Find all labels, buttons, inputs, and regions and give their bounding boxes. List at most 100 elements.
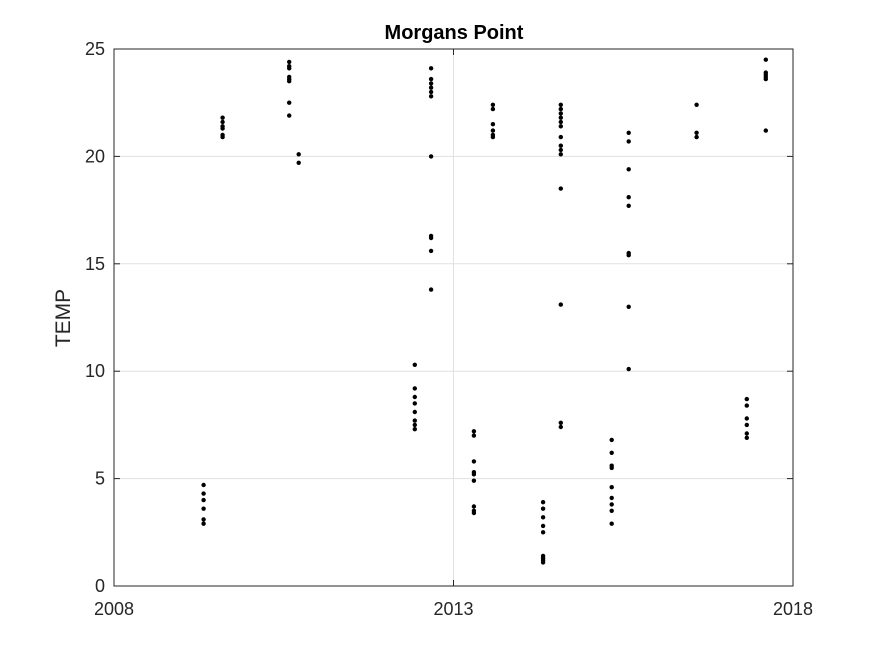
data-point	[412, 401, 417, 406]
data-point	[744, 435, 749, 440]
data-point	[287, 113, 292, 118]
data-point	[558, 124, 563, 129]
data-point	[428, 85, 434, 90]
data-point	[558, 147, 563, 153]
data-point	[220, 134, 225, 140]
data-point	[763, 128, 768, 133]
data-point	[412, 427, 417, 432]
data-point	[626, 253, 631, 258]
data-point	[763, 76, 768, 82]
x-tick-label: 2018	[773, 599, 813, 619]
data-point	[626, 304, 631, 309]
data-point	[490, 106, 496, 112]
data-point	[744, 416, 749, 421]
data-point	[626, 130, 631, 135]
data-point	[744, 396, 749, 402]
data-point	[471, 472, 477, 477]
data-point	[558, 420, 563, 425]
data-point	[287, 79, 292, 84]
grid-lines	[114, 49, 793, 586]
data-point	[763, 57, 768, 62]
data-point	[609, 495, 614, 501]
data-point	[287, 100, 292, 105]
data-point	[428, 235, 434, 241]
data-point	[412, 386, 417, 391]
y-tick-label: 25	[85, 39, 105, 59]
data-point	[558, 143, 563, 148]
data-point	[471, 459, 477, 464]
data-point	[558, 186, 563, 191]
data-point	[490, 134, 496, 140]
data-point	[220, 115, 225, 120]
y-tick-label: 0	[95, 576, 105, 596]
data-point	[609, 450, 614, 455]
data-point	[626, 366, 631, 372]
data-point	[609, 521, 614, 526]
data-point	[220, 119, 225, 125]
axes	[113, 48, 794, 587]
data-point	[558, 102, 563, 108]
data-point	[296, 160, 301, 165]
data-point	[744, 431, 749, 436]
data-point	[471, 478, 477, 483]
data-point	[428, 81, 434, 86]
data-point	[471, 433, 477, 438]
data-point	[490, 128, 496, 133]
data-point	[558, 302, 563, 307]
data-point	[428, 89, 434, 95]
data-point	[558, 424, 563, 430]
data-point	[609, 485, 614, 490]
data-point	[412, 362, 417, 367]
data-point	[540, 530, 546, 535]
y-tick-label: 15	[85, 254, 105, 274]
data-point	[540, 506, 546, 511]
data-point	[428, 248, 434, 254]
data-point	[626, 167, 631, 172]
data-point	[744, 422, 749, 428]
data-point	[412, 422, 417, 428]
data-point	[558, 106, 563, 112]
data-point	[287, 66, 292, 71]
chart-title: Morgans Point	[385, 22, 524, 44]
data-point	[412, 409, 417, 415]
data-point	[744, 403, 749, 408]
data-point	[626, 139, 631, 144]
data-point	[220, 126, 225, 131]
data-points	[201, 57, 768, 565]
data-point	[694, 130, 699, 135]
data-point	[694, 102, 699, 108]
data-point	[609, 437, 614, 443]
data-point	[558, 111, 563, 116]
data-point	[201, 482, 206, 488]
data-point	[694, 134, 699, 140]
data-point	[609, 508, 614, 513]
data-point	[428, 94, 434, 99]
data-point	[609, 502, 614, 507]
data-point	[558, 119, 563, 125]
data-point	[558, 152, 563, 157]
data-point	[540, 500, 546, 505]
data-point	[471, 504, 477, 509]
data-point	[471, 429, 477, 434]
data-point	[626, 203, 631, 208]
x-tick-label: 2008	[94, 599, 134, 619]
tick-labels: 2008 2013 2018 0 5 10 15 20 25	[85, 39, 813, 619]
data-point	[490, 122, 496, 127]
data-point	[558, 115, 563, 120]
data-point	[558, 134, 563, 140]
y-tick-label: 10	[85, 361, 105, 381]
data-point	[201, 517, 206, 522]
data-point	[201, 491, 206, 496]
data-point	[412, 418, 417, 423]
data-point	[296, 152, 301, 157]
y-tick-label: 5	[95, 469, 105, 489]
data-point	[540, 560, 546, 565]
x-tick-label: 2013	[433, 599, 473, 619]
y-tick-label: 20	[85, 146, 105, 166]
data-point	[609, 465, 614, 471]
data-point	[412, 394, 417, 400]
data-point	[471, 510, 477, 516]
